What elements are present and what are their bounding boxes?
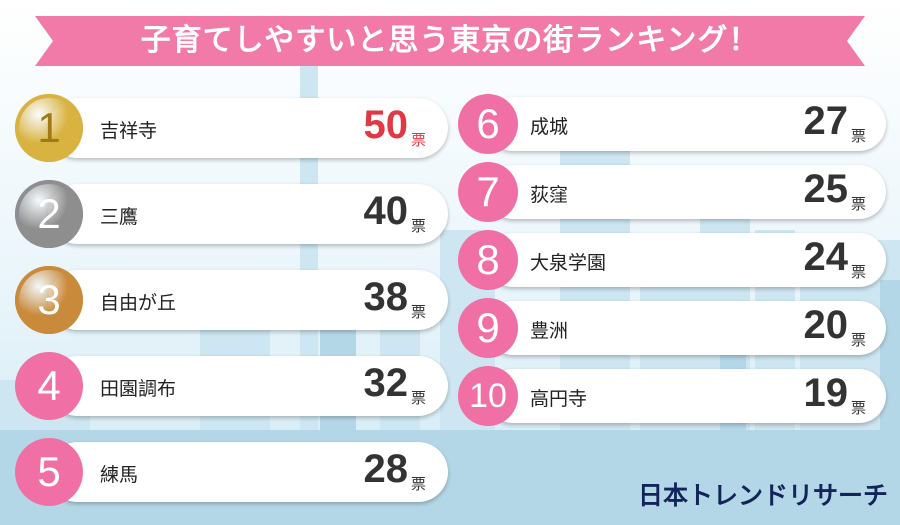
rank-number: 4 [37, 362, 61, 409]
vote-count: 38 [363, 275, 409, 319]
page-title: 子育てしやすいと思う東京の街ランキング！ [140, 23, 760, 58]
ranking-card [486, 97, 886, 151]
rank-badge [15, 438, 83, 506]
ranking-row: 10 高円寺 19 票 [0, 366, 900, 430]
vote-unit: 票 [851, 263, 867, 281]
ranking-row: 4 田園調布 32 票 [0, 352, 900, 424]
area-name: 三鷹 [100, 206, 139, 228]
ranking-row: 1 吉祥寺 50 票 [0, 94, 900, 166]
rank-number: 3 [37, 276, 61, 323]
bronze-medal-icon [15, 266, 83, 334]
vote-count: 50 [363, 103, 409, 147]
ranking-card [486, 369, 886, 423]
rank-badge [15, 352, 83, 420]
vote-unit: 票 [851, 195, 867, 213]
vote-unit: 票 [851, 331, 867, 349]
rank-badge [458, 298, 518, 358]
vote-count: 25 [803, 167, 849, 211]
rank-number: 8 [476, 236, 500, 283]
ranking-row: 6 成城 27 票 [0, 94, 900, 158]
silver-medal-icon [15, 180, 83, 248]
ranking-card [48, 98, 448, 158]
ranking-row: 8 大泉学園 24 票 [0, 230, 900, 294]
area-name: 練馬 [100, 464, 139, 486]
ranking-card [48, 184, 448, 244]
vote-count: 32 [363, 361, 409, 405]
area-name: 田園調布 [100, 378, 177, 400]
rank-number: 5 [37, 448, 61, 495]
ranking-card [486, 165, 886, 219]
area-name: 高円寺 [530, 388, 588, 410]
vote-unit: 票 [411, 389, 427, 407]
vote-unit: 票 [851, 399, 867, 417]
rank-number: 2 [37, 190, 61, 237]
vote-count: 24 [803, 235, 849, 279]
rank-number: 1 [37, 104, 61, 151]
rank-badge [458, 366, 518, 426]
brand-logo: 日本トレンドリサーチ [638, 481, 889, 510]
title-banner [35, 16, 865, 66]
rank-number: 10 [469, 377, 507, 415]
ranking-row: 2 三鷹 40 票 [0, 180, 900, 252]
vote-count: 28 [363, 447, 409, 491]
rank-number: 7 [476, 168, 500, 215]
area-name: 成城 [530, 116, 569, 138]
vote-unit: 票 [411, 475, 427, 493]
vote-count: 27 [803, 99, 849, 143]
vote-count: 19 [803, 371, 849, 415]
ranking-row: 9 豊洲 20 票 [0, 298, 900, 362]
vote-unit: 票 [411, 303, 427, 321]
vote-unit: 票 [411, 131, 427, 149]
ranking-card [48, 356, 448, 416]
rank-badge [458, 230, 518, 290]
ranking-row: 3 自由が丘 38 票 [0, 266, 900, 338]
ranking-card [48, 270, 448, 330]
ranking-card [486, 301, 886, 355]
area-name: 豊洲 [530, 320, 569, 342]
gold-medal-icon [15, 94, 83, 162]
vote-unit: 票 [411, 217, 427, 235]
area-name: 自由が丘 [100, 292, 177, 314]
vote-count: 20 [803, 303, 849, 347]
ranking-card [486, 233, 886, 287]
area-name: 吉祥寺 [100, 120, 158, 142]
area-name: 荻窪 [530, 184, 569, 206]
vote-count: 40 [363, 189, 409, 233]
ranking-row: 5 練馬 28 票 [0, 438, 900, 510]
rank-badge [458, 94, 518, 154]
area-name: 大泉学園 [530, 252, 607, 274]
ranking-card [48, 442, 448, 502]
vote-unit: 票 [851, 127, 867, 145]
rank-number: 9 [476, 304, 500, 351]
rank-badge [458, 162, 518, 222]
ranking-row: 7 荻窪 25 票 [0, 162, 900, 226]
rank-number: 6 [476, 100, 500, 147]
